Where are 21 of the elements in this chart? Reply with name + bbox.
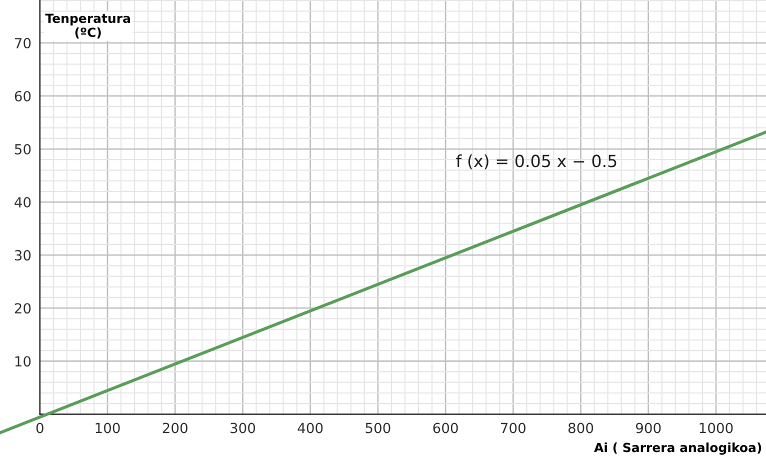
y-tick-label: 60 xyxy=(14,90,31,102)
x-tick-label: 800 xyxy=(568,422,594,434)
annotation: f (x) = 0.05 x − 0.5 xyxy=(456,154,616,170)
x-axis-title: Ai ( Sarrera analogikoa) xyxy=(594,442,762,455)
x-tick-label: 700 xyxy=(501,422,526,434)
y-tick-label: 70 xyxy=(15,38,31,48)
x-tick-label: 500 xyxy=(366,422,390,434)
y-tick-label: 10 xyxy=(15,356,31,367)
x-tick-label: 0 xyxy=(36,422,44,434)
y-tick-label: 20 xyxy=(14,303,31,314)
x-tick-label: 600 xyxy=(433,422,458,434)
x-tick-label: 900 xyxy=(636,422,661,434)
x-tick-label: 400 xyxy=(298,422,323,434)
y-tick-label: 50 xyxy=(14,144,31,154)
y-axis-title: Tenperatura (ºC) xyxy=(45,14,130,38)
y-tick-label: 30 xyxy=(14,250,31,261)
x-tick-label: 100 xyxy=(96,422,120,434)
x-tick-label: 1000 xyxy=(700,422,733,434)
x-tick-label: 200 xyxy=(162,422,188,434)
x-tick-label: 300 xyxy=(230,422,256,434)
y-tick-label: 40 xyxy=(14,197,31,208)
